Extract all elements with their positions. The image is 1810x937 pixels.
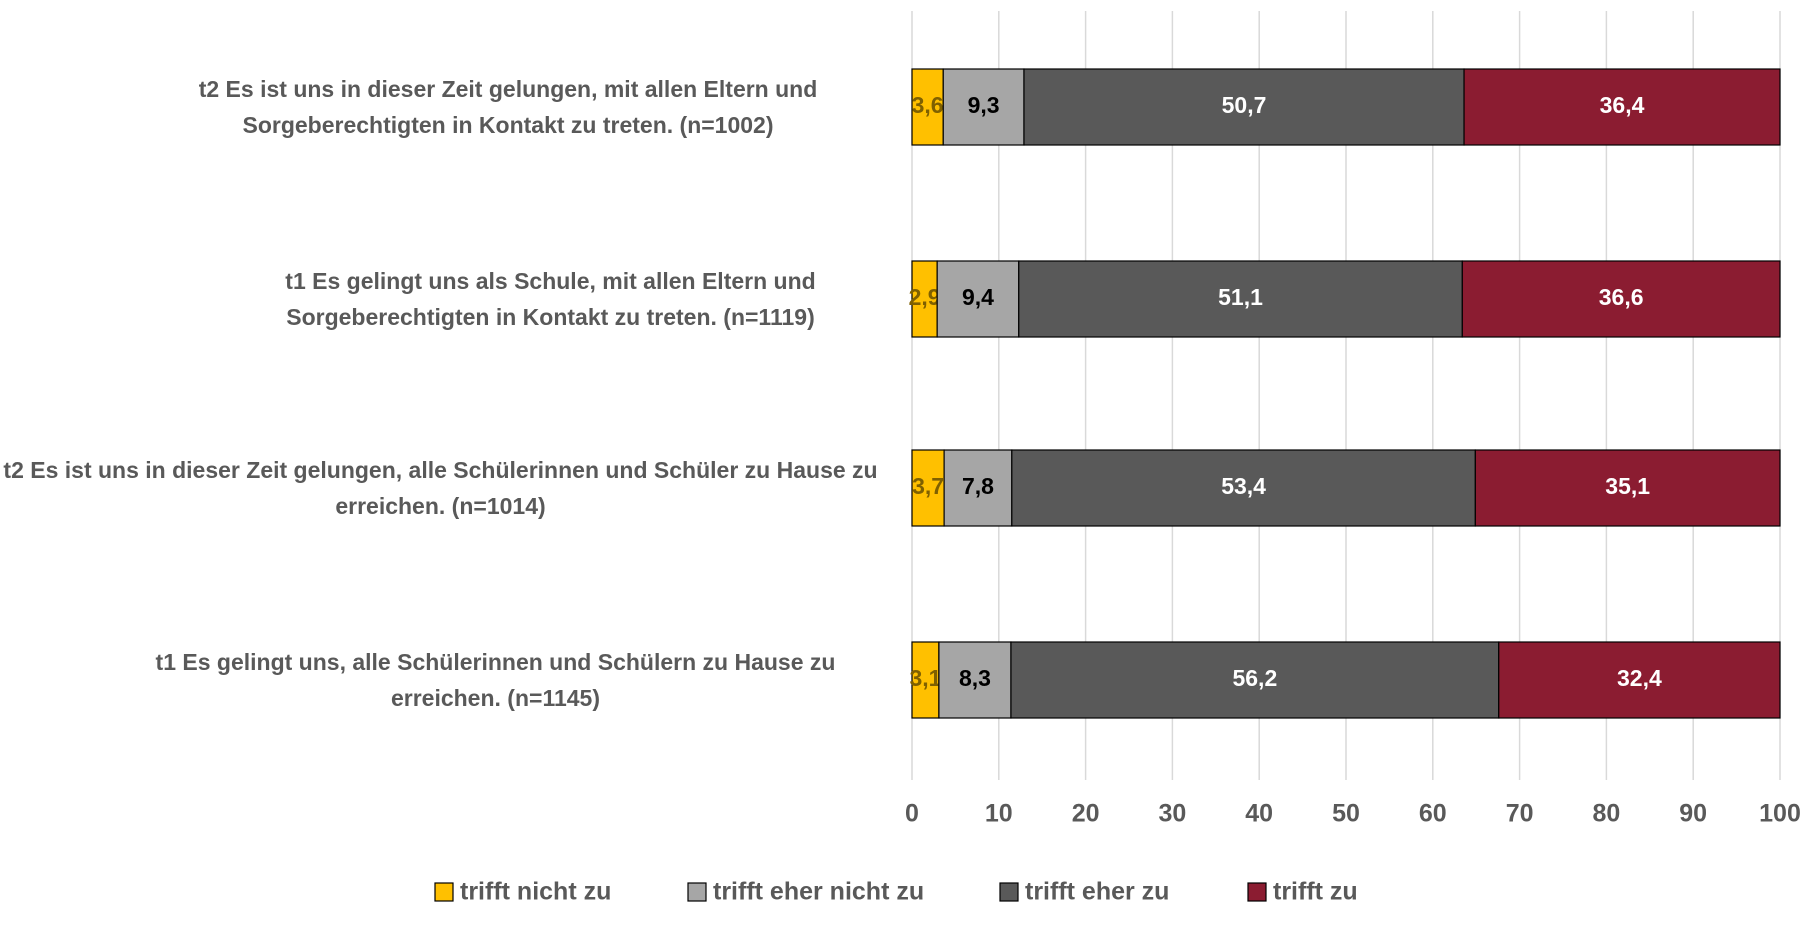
bar-segment	[911, 260, 938, 338]
bar-segment	[1018, 260, 1463, 338]
legend-swatch	[434, 882, 454, 902]
data-label: 36,4	[1600, 92, 1645, 118]
bar-segment	[1463, 68, 1781, 146]
bar-segment	[942, 68, 1025, 146]
data-label: 3,1	[909, 665, 941, 691]
bar-segment	[943, 449, 1013, 527]
data-label: 3,7	[912, 473, 944, 499]
legend-label: trifft eher nicht zu	[713, 878, 924, 906]
data-label: 51,1	[1218, 284, 1263, 310]
data-label: 9,3	[968, 92, 1000, 118]
bar-segment	[911, 641, 940, 719]
bar-segment	[1474, 449, 1781, 527]
bar-segment	[1010, 641, 1500, 719]
legend-swatch	[687, 882, 707, 902]
data-label: 50,7	[1222, 92, 1267, 118]
data-label: 7,8	[962, 473, 994, 499]
legend-label: trifft nicht zu	[460, 878, 611, 906]
data-label: 53,4	[1221, 473, 1266, 499]
legend-label: trifft eher zu	[1025, 878, 1169, 906]
data-label: 35,1	[1605, 473, 1650, 499]
x-tick-label: 10	[985, 800, 1013, 828]
bar-segment	[936, 260, 1020, 338]
category-label: t1 Es gelingt uns, alle Schülerinnen und…	[155, 649, 836, 711]
data-label: 2,9	[909, 284, 941, 310]
bar-segment	[1461, 260, 1781, 338]
bar-segment	[1498, 641, 1781, 719]
legend-label: trifft zu	[1273, 878, 1358, 906]
x-tick-label: 0	[905, 800, 919, 828]
category-label: t1 Es gelingt uns als Schule, mit allen …	[285, 268, 816, 330]
x-tick-label: 20	[1072, 800, 1100, 828]
x-tick-label: 70	[1506, 800, 1534, 828]
x-tick-label: 100	[1759, 800, 1801, 828]
data-label: 3,6	[912, 92, 944, 118]
data-label: 36,6	[1599, 284, 1644, 310]
category-label: t2 Es ist uns in dieser Zeit gelungen, a…	[3, 457, 878, 519]
data-label: 8,3	[959, 665, 991, 691]
legend-swatch	[999, 882, 1019, 902]
x-tick-label: 90	[1679, 800, 1707, 828]
data-label: 56,2	[1232, 665, 1277, 691]
data-label: 9,4	[962, 284, 994, 310]
x-tick-label: 40	[1245, 800, 1273, 828]
legend-swatch	[1247, 882, 1267, 902]
bar-segment	[911, 68, 944, 146]
bar-segment	[938, 641, 1012, 719]
x-tick-label: 30	[1158, 800, 1186, 828]
category-label: t2 Es ist uns in dieser Zeit gelungen, m…	[198, 76, 818, 138]
x-tick-label: 80	[1592, 800, 1620, 828]
bar-segment	[1023, 68, 1465, 146]
x-tick-label: 60	[1419, 800, 1447, 828]
data-label: 32,4	[1617, 665, 1662, 691]
bar-segment	[911, 449, 945, 527]
x-tick-label: 50	[1332, 800, 1360, 828]
